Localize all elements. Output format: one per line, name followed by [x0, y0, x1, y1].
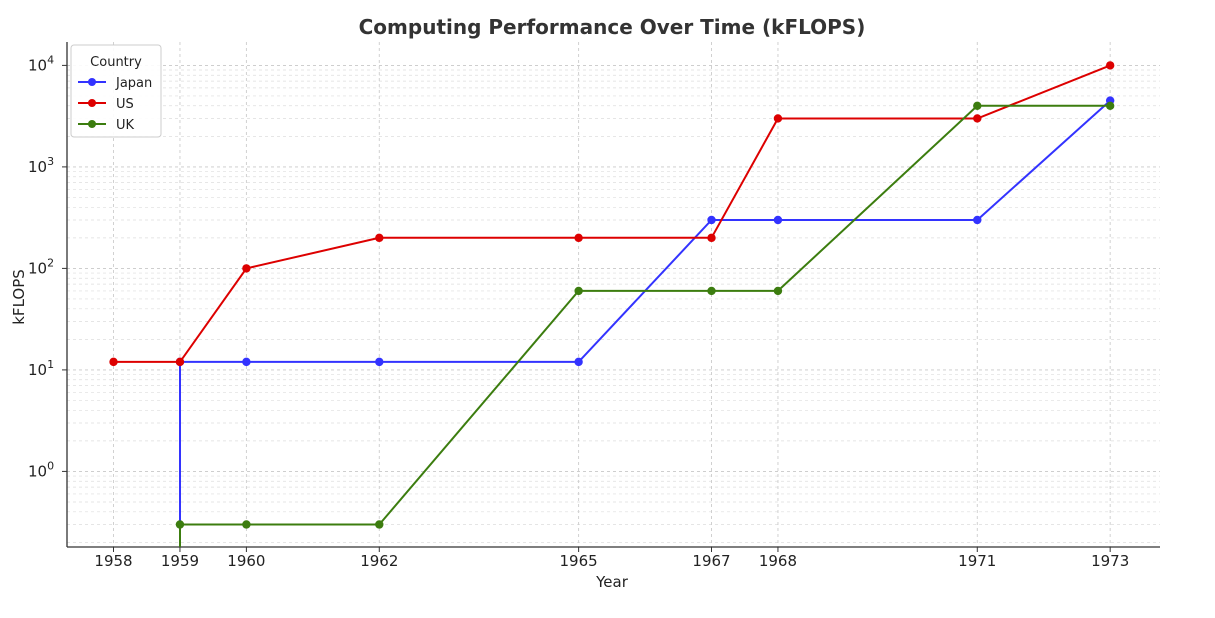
legend: Country Japan US UK — [70, 44, 162, 138]
legend-item-us: US — [78, 97, 134, 112]
y-tick-label: 104 — [28, 53, 54, 74]
data-point-uk — [574, 286, 583, 296]
x-tick-label: 1962 — [360, 552, 398, 570]
x-tick-label: 1968 — [759, 552, 797, 570]
data-point-uk — [175, 520, 185, 529]
x-tick-label: 1973 — [1091, 552, 1129, 570]
grid — [67, 42, 1160, 547]
x-tick-label: 1965 — [560, 552, 598, 570]
legend-swatch-marker — [88, 78, 96, 86]
legend-title: Country — [90, 55, 142, 70]
data-point-japan — [242, 357, 251, 367]
series-us — [109, 61, 1115, 367]
legend-swatch-marker — [88, 99, 96, 107]
data-point-japan — [773, 215, 783, 225]
x-tick-label: 1967 — [692, 552, 730, 570]
series-line-us — [113, 64, 1111, 363]
legend-label: Japan — [115, 76, 152, 91]
data-point-us — [375, 233, 384, 243]
data-point-japan — [707, 215, 716, 225]
data-point-uk — [1105, 101, 1115, 110]
axes — [66, 42, 1160, 548]
data-point-japan — [973, 215, 982, 225]
legend-item-uk: UK — [78, 118, 135, 133]
data-point-us — [773, 114, 783, 123]
x-axis-label: Year — [595, 573, 629, 591]
legend-label: UK — [116, 118, 135, 133]
y-tick-label: 103 — [28, 155, 54, 176]
legend-label: US — [116, 97, 134, 112]
data-point-us — [574, 233, 583, 243]
legend-swatch-marker — [88, 120, 96, 128]
y-axis-ticks: 100 101 102 103 104 — [28, 53, 67, 480]
y-tick-label: 101 — [28, 358, 54, 379]
x-tick-label: 1960 — [227, 552, 265, 570]
data-point-uk — [973, 101, 982, 110]
y-axis-label: kFLOPS — [10, 269, 28, 325]
x-tick-label: 1958 — [94, 552, 132, 570]
y-tick-label: 100 — [28, 459, 54, 480]
data-point-us — [109, 357, 118, 367]
data-point-us — [973, 114, 982, 123]
series-layer — [109, 61, 1115, 547]
data-point-us — [175, 357, 185, 367]
data-point-us — [707, 233, 716, 243]
data-point-uk — [707, 286, 716, 296]
data-point-uk — [242, 520, 251, 529]
series-japan — [175, 96, 1115, 547]
data-point-us — [242, 264, 251, 273]
legend-item-japan: Japan — [78, 76, 152, 91]
x-tick-label: 1971 — [958, 552, 996, 570]
x-tick-label: 1959 — [161, 552, 199, 570]
data-point-uk — [773, 286, 783, 296]
legend-box — [70, 44, 162, 138]
data-point-japan — [574, 357, 583, 367]
y-tick-label: 102 — [28, 256, 54, 277]
data-point-uk — [375, 520, 384, 529]
data-point-us — [1105, 61, 1115, 70]
data-point-japan — [375, 357, 384, 367]
x-axis-ticks: 1958 1959 1960 1962 1965 1967 1968 1971 1973 — [94, 547, 1129, 570]
chart-title: Computing Performance Over Time (kFLOPS) — [359, 15, 866, 39]
series-uk — [175, 101, 1115, 547]
